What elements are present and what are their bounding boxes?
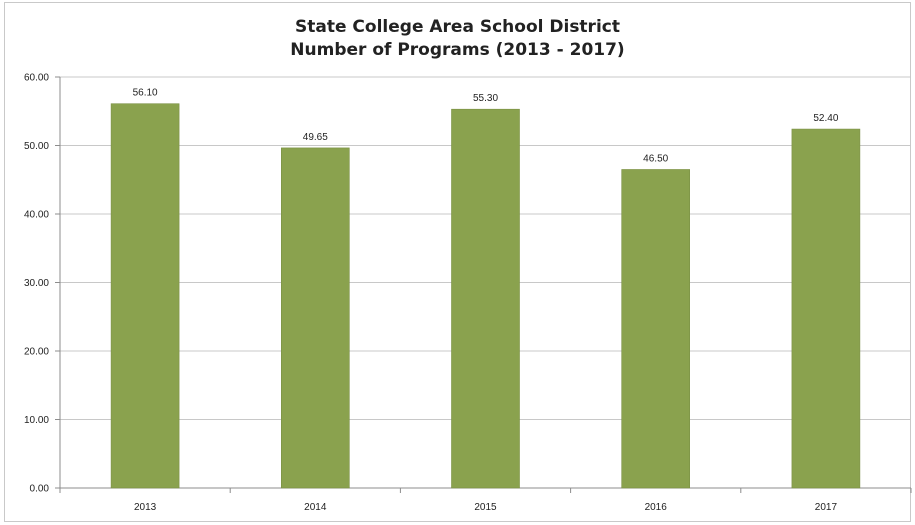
y-tick-label: 50.00 (24, 141, 49, 152)
bar-2017 (791, 128, 861, 489)
y-tick-label: 40.00 (24, 210, 49, 221)
x-tick-label-2013: 2013 (134, 502, 157, 513)
x-tick-label-2014: 2014 (304, 502, 327, 513)
data-labels: 56.10 49.65 55.30 46.50 52.40 (133, 88, 839, 165)
x-tick-label-2015: 2015 (474, 502, 497, 513)
data-label-2015: 55.30 (473, 93, 498, 104)
x-tick-label-2016: 2016 (645, 502, 668, 513)
bars (110, 103, 861, 489)
y-tick-label: 60.00 (24, 73, 49, 84)
bar-2016 (621, 169, 691, 489)
chart-title-line-2: Number of Programs (2013 - 2017) (290, 40, 625, 60)
data-label-2016: 46.50 (643, 153, 668, 164)
data-label-2014: 49.65 (303, 132, 328, 143)
bar-2015 (451, 108, 520, 489)
bar-2014 (280, 147, 350, 489)
data-label-2017: 52.40 (813, 113, 838, 124)
x-tick-label-2017: 2017 (815, 502, 838, 513)
y-tick-label: 0.00 (30, 484, 50, 495)
chart-title-line-1: State College Area School District (295, 17, 620, 37)
y-tick-label: 10.00 (24, 415, 49, 426)
data-label-2013: 56.10 (133, 88, 158, 99)
y-tick-label: 20.00 (24, 347, 49, 358)
chart-title: State College Area School District Numbe… (0, 16, 915, 62)
y-tick-label: 30.00 (24, 278, 49, 289)
bar-2013 (110, 103, 180, 489)
